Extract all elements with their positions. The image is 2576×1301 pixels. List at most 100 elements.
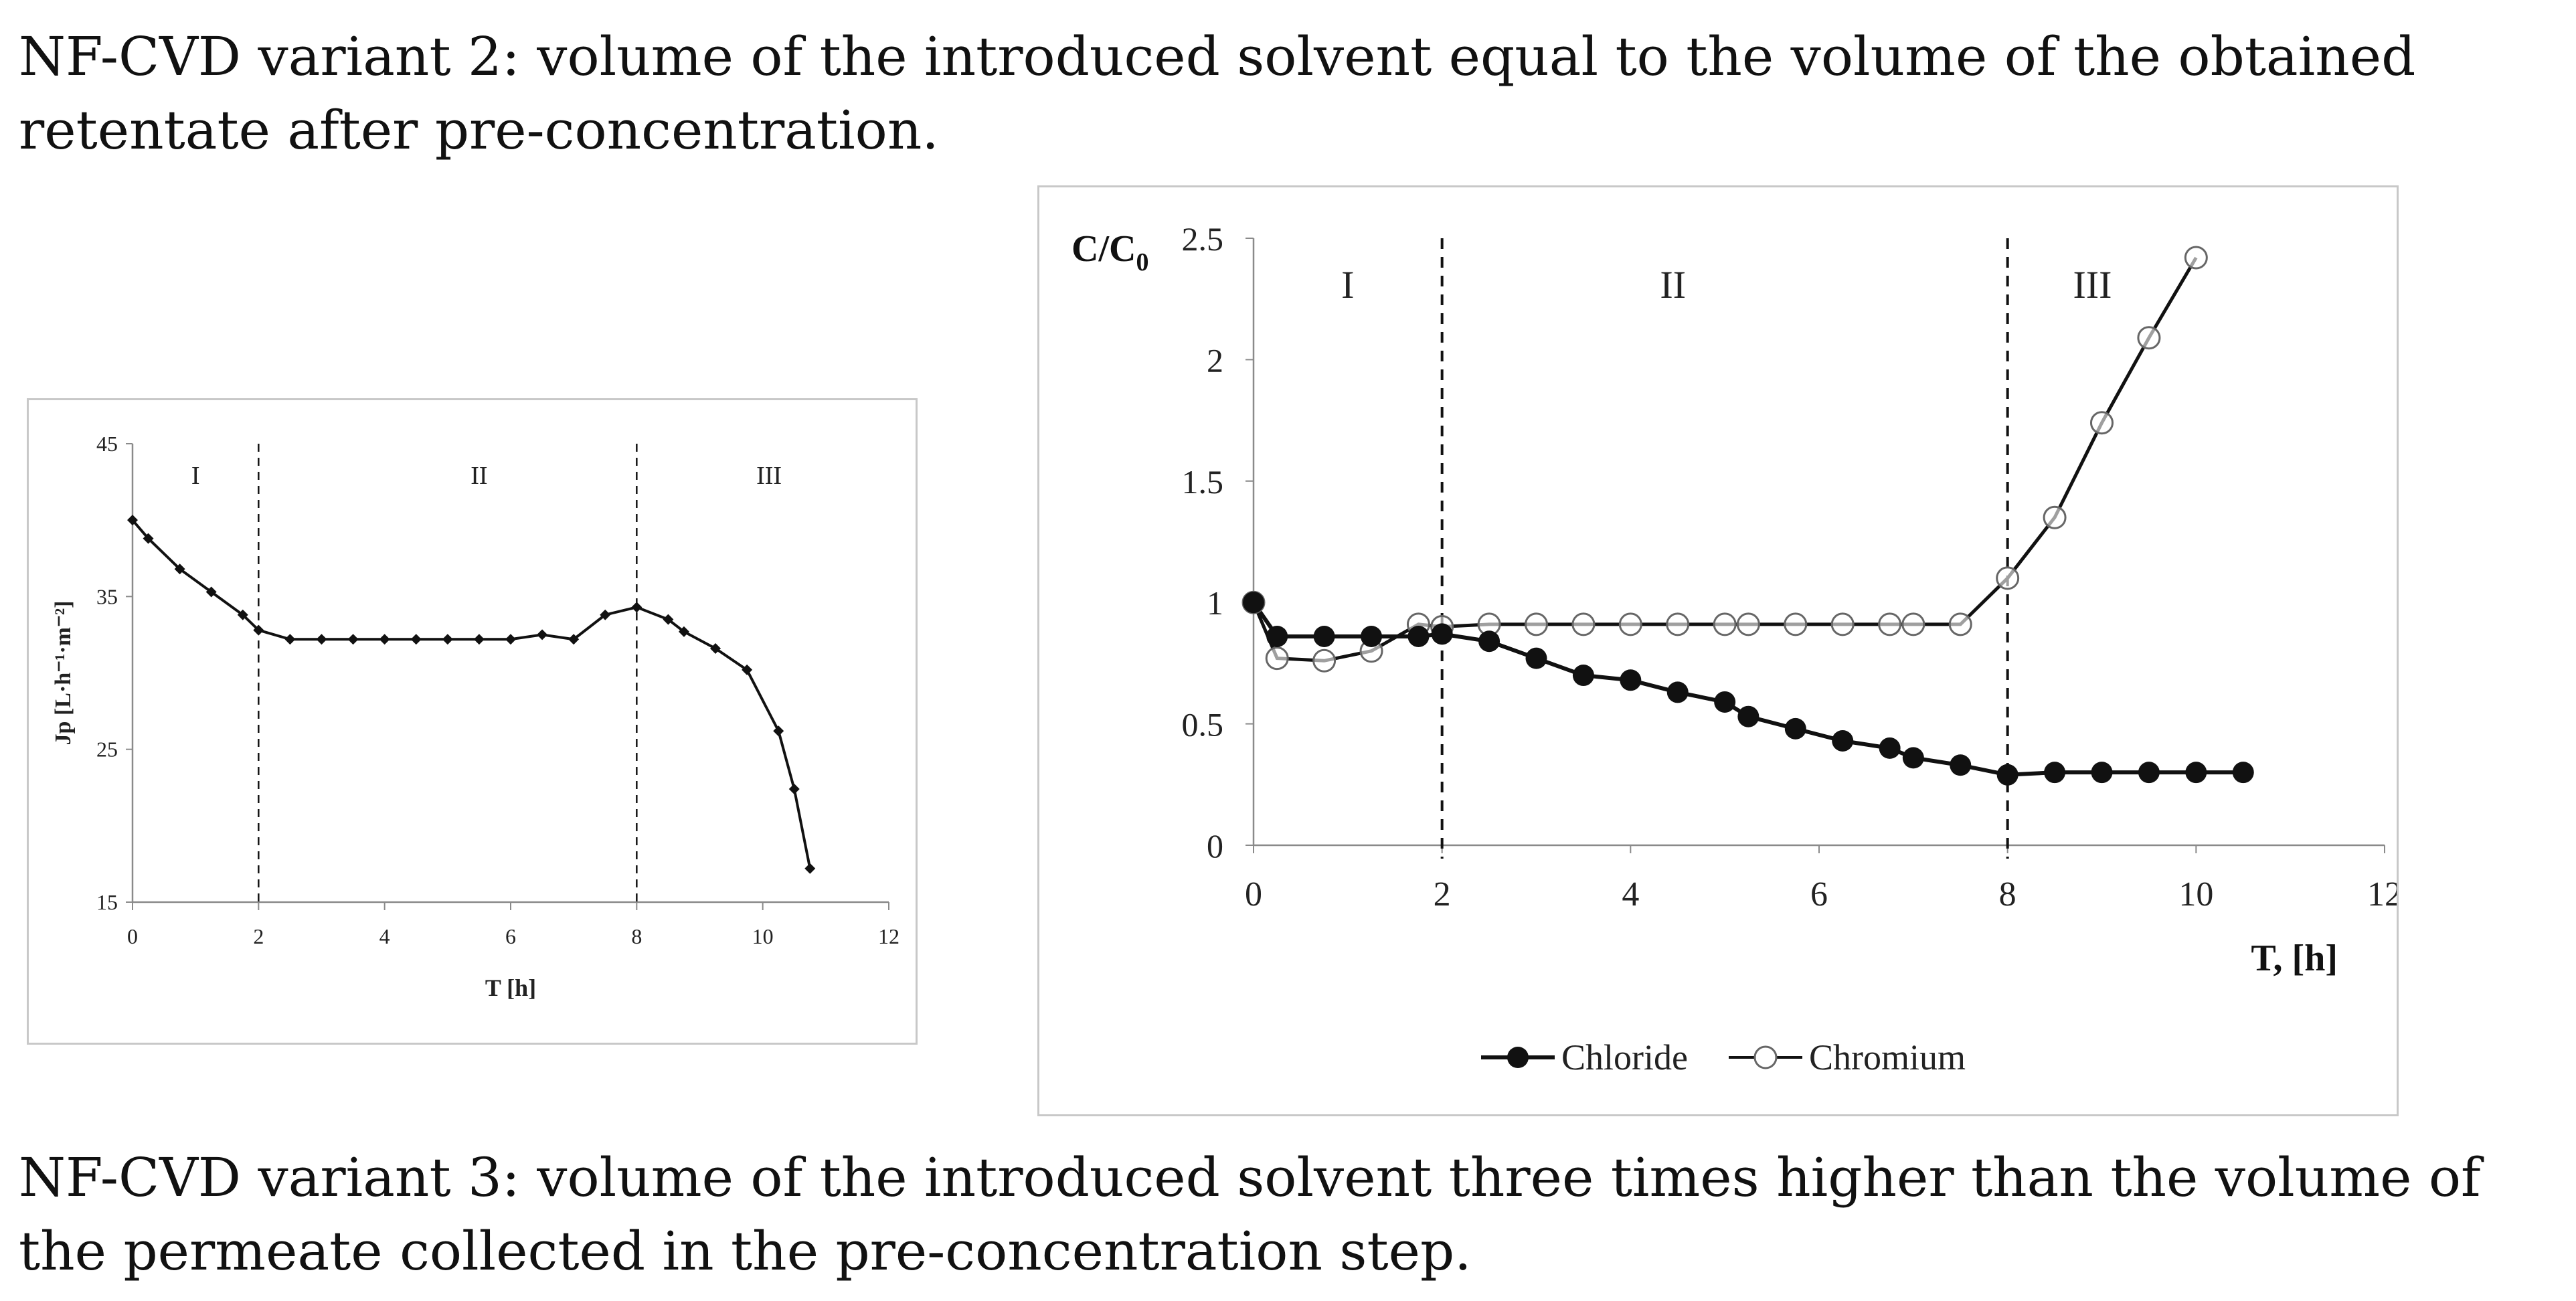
data-point-jp bbox=[742, 664, 753, 675]
data-point-chloride bbox=[1714, 691, 1736, 713]
x-tick-label: 0 bbox=[1245, 875, 1262, 914]
y-tick-label: 1 bbox=[1207, 584, 1223, 622]
data-point-chloride bbox=[1313, 625, 1335, 647]
series-line-chromium bbox=[1252, 256, 2198, 663]
data-point-chromium bbox=[1265, 646, 1289, 671]
data-point-jp bbox=[284, 634, 296, 645]
data-point-chloride bbox=[1620, 669, 1642, 691]
data-point-chloride bbox=[2185, 762, 2207, 784]
data-point-chromium bbox=[1996, 566, 2020, 590]
data-point-jp bbox=[253, 624, 264, 636]
concentration-chart-frame: 0 2 4 6 8 10 12 0 0.5 1 1.5 2 2.5 I II III C/C0 T, [h] Chl… bbox=[1037, 185, 2399, 1116]
data-point-chloride bbox=[1784, 717, 1806, 740]
data-point-jp bbox=[804, 863, 816, 874]
x-tick-label: 4 bbox=[1622, 875, 1639, 914]
x-axis-title: T [h] bbox=[485, 974, 536, 1001]
data-point-chromium bbox=[1571, 612, 1596, 636]
x-tick-label: 4 bbox=[379, 924, 390, 948]
data-point-chloride bbox=[1902, 747, 1924, 769]
data-point-chromium bbox=[1830, 612, 1855, 636]
x-tick-label: 12 bbox=[878, 924, 899, 948]
data-point-chromium bbox=[2137, 326, 2161, 350]
x-tick-label: 0 bbox=[127, 924, 138, 948]
data-point-chloride bbox=[1431, 623, 1453, 645]
data-point-chloride bbox=[1525, 647, 1547, 669]
data-point-jp bbox=[473, 634, 485, 645]
data-point-chloride bbox=[2232, 762, 2254, 784]
top-paragraph: NF-CVD variant 2: volume of the introduc… bbox=[19, 25, 2416, 161]
data-point-chromium bbox=[1618, 612, 1642, 636]
y-tick-label: 15 bbox=[96, 890, 118, 914]
legend-marker-chloride bbox=[1507, 1047, 1529, 1068]
data-point-chromium bbox=[1878, 612, 1902, 636]
y-tick-label: 2 bbox=[1207, 341, 1223, 379]
data-point-jp bbox=[127, 515, 138, 526]
x-tick-label: 8 bbox=[631, 924, 642, 948]
y-axis-title: Jp [L·h⁻¹·m⁻²] bbox=[51, 601, 76, 746]
y-tick-label: 0.5 bbox=[1182, 706, 1224, 744]
data-point-jp bbox=[505, 634, 516, 645]
y-axis-title-subscript: 0 bbox=[1136, 248, 1148, 276]
x-tick-label: 10 bbox=[752, 924, 774, 948]
region-label: I bbox=[191, 462, 200, 490]
data-point-chloride bbox=[1832, 729, 1854, 752]
data-point-chloride bbox=[2138, 762, 2160, 784]
data-point-chromium bbox=[1713, 612, 1737, 636]
data-point-jp bbox=[568, 634, 580, 645]
region-label: I bbox=[1341, 263, 1354, 307]
data-point-jp bbox=[678, 626, 689, 637]
region-label: II bbox=[470, 462, 487, 490]
x-axis-title: T, [h] bbox=[2251, 938, 2338, 979]
data-point-chromium bbox=[2043, 505, 2067, 529]
data-point-chloride bbox=[1666, 681, 1689, 703]
data-point-jp bbox=[205, 586, 217, 598]
x-tick-label: 8 bbox=[1999, 875, 2016, 914]
x-tick-label: 2 bbox=[1434, 875, 1451, 914]
x-tick-label: 6 bbox=[1810, 875, 1828, 914]
region-label: III bbox=[756, 462, 782, 490]
bottom-paragraph: NF-CVD variant 3: volume of the introduc… bbox=[19, 1146, 2481, 1282]
y-tick-label: 0 bbox=[1207, 827, 1223, 865]
x-tick-label: 12 bbox=[2367, 875, 2397, 914]
data-point-chromium bbox=[1736, 612, 1760, 636]
data-point-chromium bbox=[2184, 246, 2208, 270]
data-point-jp bbox=[237, 609, 248, 620]
y-axis-title-main: C/C bbox=[1071, 228, 1136, 270]
data-point-chromium bbox=[1525, 612, 1548, 636]
data-point-chloride bbox=[1879, 737, 1901, 759]
region-label: II bbox=[1660, 263, 1686, 307]
legend-label-chromium: Chromium bbox=[1809, 1037, 1966, 1077]
data-point-jp bbox=[143, 533, 154, 544]
y-axis-title: C/C0 bbox=[1071, 228, 1148, 276]
data-point-jp bbox=[773, 725, 784, 737]
region-label: III bbox=[2073, 263, 2112, 307]
data-point-chloride bbox=[1361, 625, 1383, 647]
data-point-jp bbox=[347, 634, 359, 645]
data-point-chloride bbox=[1572, 665, 1594, 687]
data-point-jp bbox=[442, 634, 453, 645]
legend-marker-chromium bbox=[1753, 1045, 1778, 1069]
data-point-jp bbox=[788, 784, 800, 795]
data-point-chloride bbox=[1243, 592, 1264, 614]
data-point-chloride bbox=[1478, 630, 1500, 653]
data-point-chromium bbox=[1312, 648, 1337, 673]
data-point-chloride bbox=[1407, 625, 1430, 647]
x-tick-label: 6 bbox=[505, 924, 516, 948]
data-point-jp bbox=[410, 634, 422, 645]
legend-label-chloride: Chloride bbox=[1561, 1037, 1688, 1077]
series-line-jp bbox=[131, 519, 812, 869]
y-tick-label: 1.5 bbox=[1182, 463, 1224, 501]
y-tick-label: 25 bbox=[96, 738, 118, 762]
data-point-jp bbox=[379, 634, 390, 645]
data-point-jp bbox=[537, 629, 548, 640]
y-tick-label: 35 bbox=[96, 584, 118, 608]
data-point-chloride bbox=[1266, 625, 1288, 647]
data-point-jp bbox=[174, 563, 185, 575]
data-point-chloride bbox=[1996, 764, 2019, 786]
data-point-chloride bbox=[1950, 754, 1972, 776]
data-point-jp bbox=[663, 614, 674, 625]
data-point-chromium bbox=[1901, 612, 1925, 636]
data-point-chloride bbox=[2044, 762, 2066, 784]
